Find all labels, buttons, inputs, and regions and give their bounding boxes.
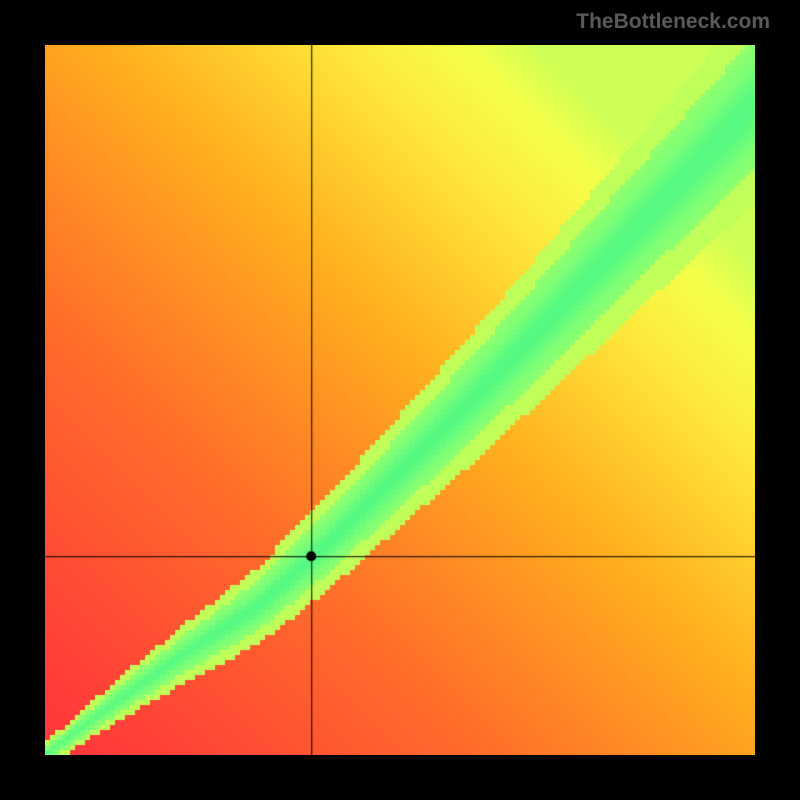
heatmap-canvas	[45, 45, 755, 755]
chart-container: TheBottleneck.com	[0, 0, 800, 800]
watermark-text: TheBottleneck.com	[576, 10, 770, 34]
heatmap-plot	[45, 45, 755, 755]
